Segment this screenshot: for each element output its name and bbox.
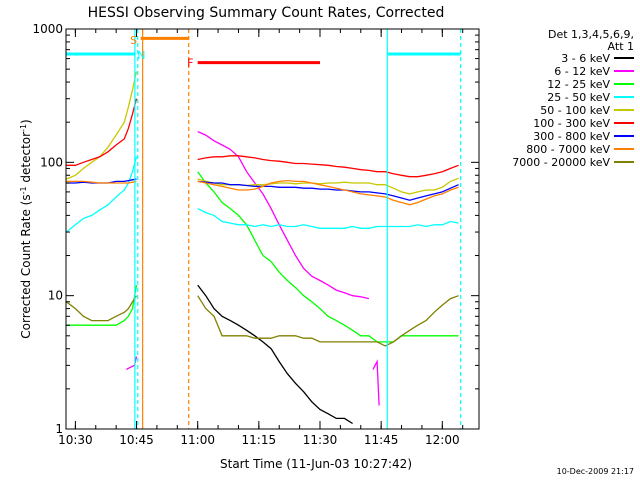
chart-title: HESSI Observing Summary Count Rates, Cor… [88,5,445,21]
plot-overlays: SN F [66,29,462,429]
axes: 10:30 10:45 11:00 11:15 11:30 11:45 12:00 1 10 10… [32,22,479,447]
series-1-segment-2 [372,359,380,406]
legend-label-8: 7000 - 20000 keV [512,156,610,169]
plot-frame [65,28,480,430]
series-4-segment-0 [66,71,138,180]
series-7-segment-1 [197,179,459,206]
series-5-segment-1 [197,155,459,178]
series-6-segment-1 [197,180,459,201]
x-tick-label-2: 11:00 [180,433,215,447]
x-tick-label-3: 11:15 [242,433,277,447]
x-axis-label: Start Time (11-Jun-03 10:27:42) [220,457,412,471]
series-3-segment-1 [197,208,459,229]
plot-lines [65,71,459,425]
series-8-segment-0 [66,295,138,322]
series-3-segment-0 [65,156,138,233]
legend-header-0: Det 1,3,4,5,6,9, [548,28,634,41]
y-axis-label-sup1: -1 [19,186,28,194]
legend-label-5: 100 - 300 keV [533,117,610,130]
y-tick-label-2: 100 [40,155,63,169]
legend-label-0: 3 - 6 keV [561,52,610,65]
y-tick-label-3: 1000 [32,22,63,36]
legend-label-7: 800 - 7000 keV [526,143,610,156]
series-2-segment-1 [197,171,459,343]
flag-letter-0: S [130,34,137,47]
y-axis-label-sup2: -1 [19,124,28,132]
series-8-segment-1 [197,295,459,347]
generation-timestamp: 10-Dec-2009 21:17 [557,467,634,476]
flag-letter-1: N [137,49,145,62]
x-tick-label-4: 11:30 [303,433,338,447]
legend-label-4: 50 - 100 keV [540,104,610,117]
legend-header-1: Att 1 [608,40,634,53]
flag-letter-2: F [187,57,193,70]
y-axis-label: Corrected Count Rate (s-1 detector-1) [19,119,34,338]
y-axis-label-mid: detector [19,132,33,187]
x-tick-label-1: 10:45 [119,433,154,447]
x-tick-label-6: 12:00 [425,433,460,447]
y-axis-label-main: Corrected Count Rate (s [19,194,33,338]
legend-label-6: 300 - 800 keV [533,130,610,143]
y-axis-label-end: ) [19,119,33,124]
series-1-segment-1 [197,131,370,300]
series-7-segment-0 [66,180,137,184]
y-tick-label-1: 10 [48,289,63,303]
series-0-segment-0 [197,284,353,425]
x-tick-label-0: 10:30 [58,433,93,447]
series-5-segment-0 [66,98,138,166]
legend-label-1: 6 - 12 keV [554,65,610,78]
x-tick-label-5: 11:45 [364,433,399,447]
legend-label-3: 25 - 50 keV [547,91,610,104]
legend-label-2: 12 - 25 keV [547,78,610,91]
y-tick-label-0: 1 [55,422,63,436]
series-2-segment-0 [66,284,138,326]
